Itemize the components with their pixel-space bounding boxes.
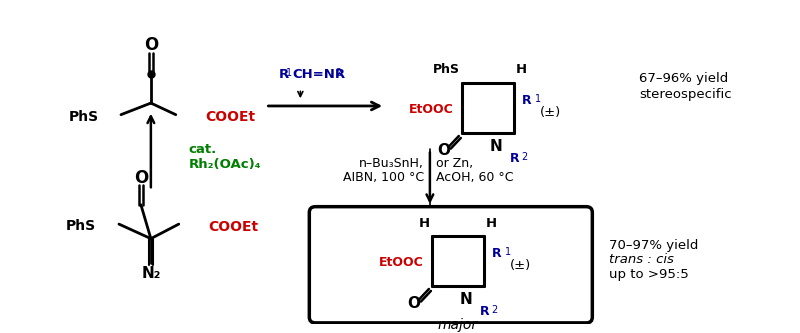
Text: 70–97% yield: 70–97% yield [610, 239, 698, 252]
Text: N: N [459, 292, 472, 307]
Text: H: H [515, 63, 526, 76]
Text: O: O [144, 36, 158, 54]
Text: R: R [522, 94, 531, 107]
Text: EtOOC: EtOOC [379, 256, 424, 269]
Text: COOEt: COOEt [209, 220, 258, 234]
Text: 1: 1 [286, 68, 293, 78]
Text: H: H [418, 217, 430, 230]
Text: CH=NR: CH=NR [292, 68, 346, 81]
Text: N₂: N₂ [141, 266, 161, 281]
Text: EtOOC: EtOOC [409, 103, 454, 116]
Text: AIBN, 100 °C: AIBN, 100 °C [342, 171, 424, 184]
Text: R: R [278, 68, 289, 81]
Text: O: O [407, 296, 421, 311]
Text: stereospecific: stereospecific [639, 88, 732, 101]
Text: COOEt: COOEt [206, 110, 256, 124]
Text: O: O [134, 168, 148, 186]
Text: trans : cis: trans : cis [610, 253, 674, 266]
Text: up to >95:5: up to >95:5 [610, 268, 689, 281]
Text: AcOH, 60 °C: AcOH, 60 °C [436, 171, 514, 184]
Text: PhS: PhS [66, 219, 96, 233]
Text: 1: 1 [534, 94, 541, 104]
Text: n–Bu₃SnH,: n–Bu₃SnH, [359, 157, 424, 169]
Text: 2: 2 [492, 305, 498, 315]
Text: (±): (±) [539, 106, 561, 119]
Text: R: R [510, 152, 519, 165]
Text: R: R [492, 247, 502, 260]
Text: 67–96% yield: 67–96% yield [639, 72, 729, 85]
Text: 1: 1 [505, 247, 510, 257]
Text: 2: 2 [522, 152, 528, 162]
Text: Rh₂(OAc)₄: Rh₂(OAc)₄ [189, 158, 262, 170]
Text: major: major [438, 318, 478, 332]
Text: O: O [438, 143, 450, 158]
Text: PhS: PhS [433, 63, 460, 76]
Text: N: N [490, 139, 502, 154]
Text: or Zn,: or Zn, [436, 157, 473, 169]
FancyBboxPatch shape [310, 207, 592, 323]
Point [145, 71, 158, 77]
Text: H: H [486, 217, 497, 230]
Text: 2: 2 [335, 68, 342, 78]
Text: (±): (±) [510, 259, 531, 272]
Text: R: R [480, 305, 490, 318]
Text: PhS: PhS [69, 110, 99, 124]
Text: cat.: cat. [189, 143, 217, 156]
